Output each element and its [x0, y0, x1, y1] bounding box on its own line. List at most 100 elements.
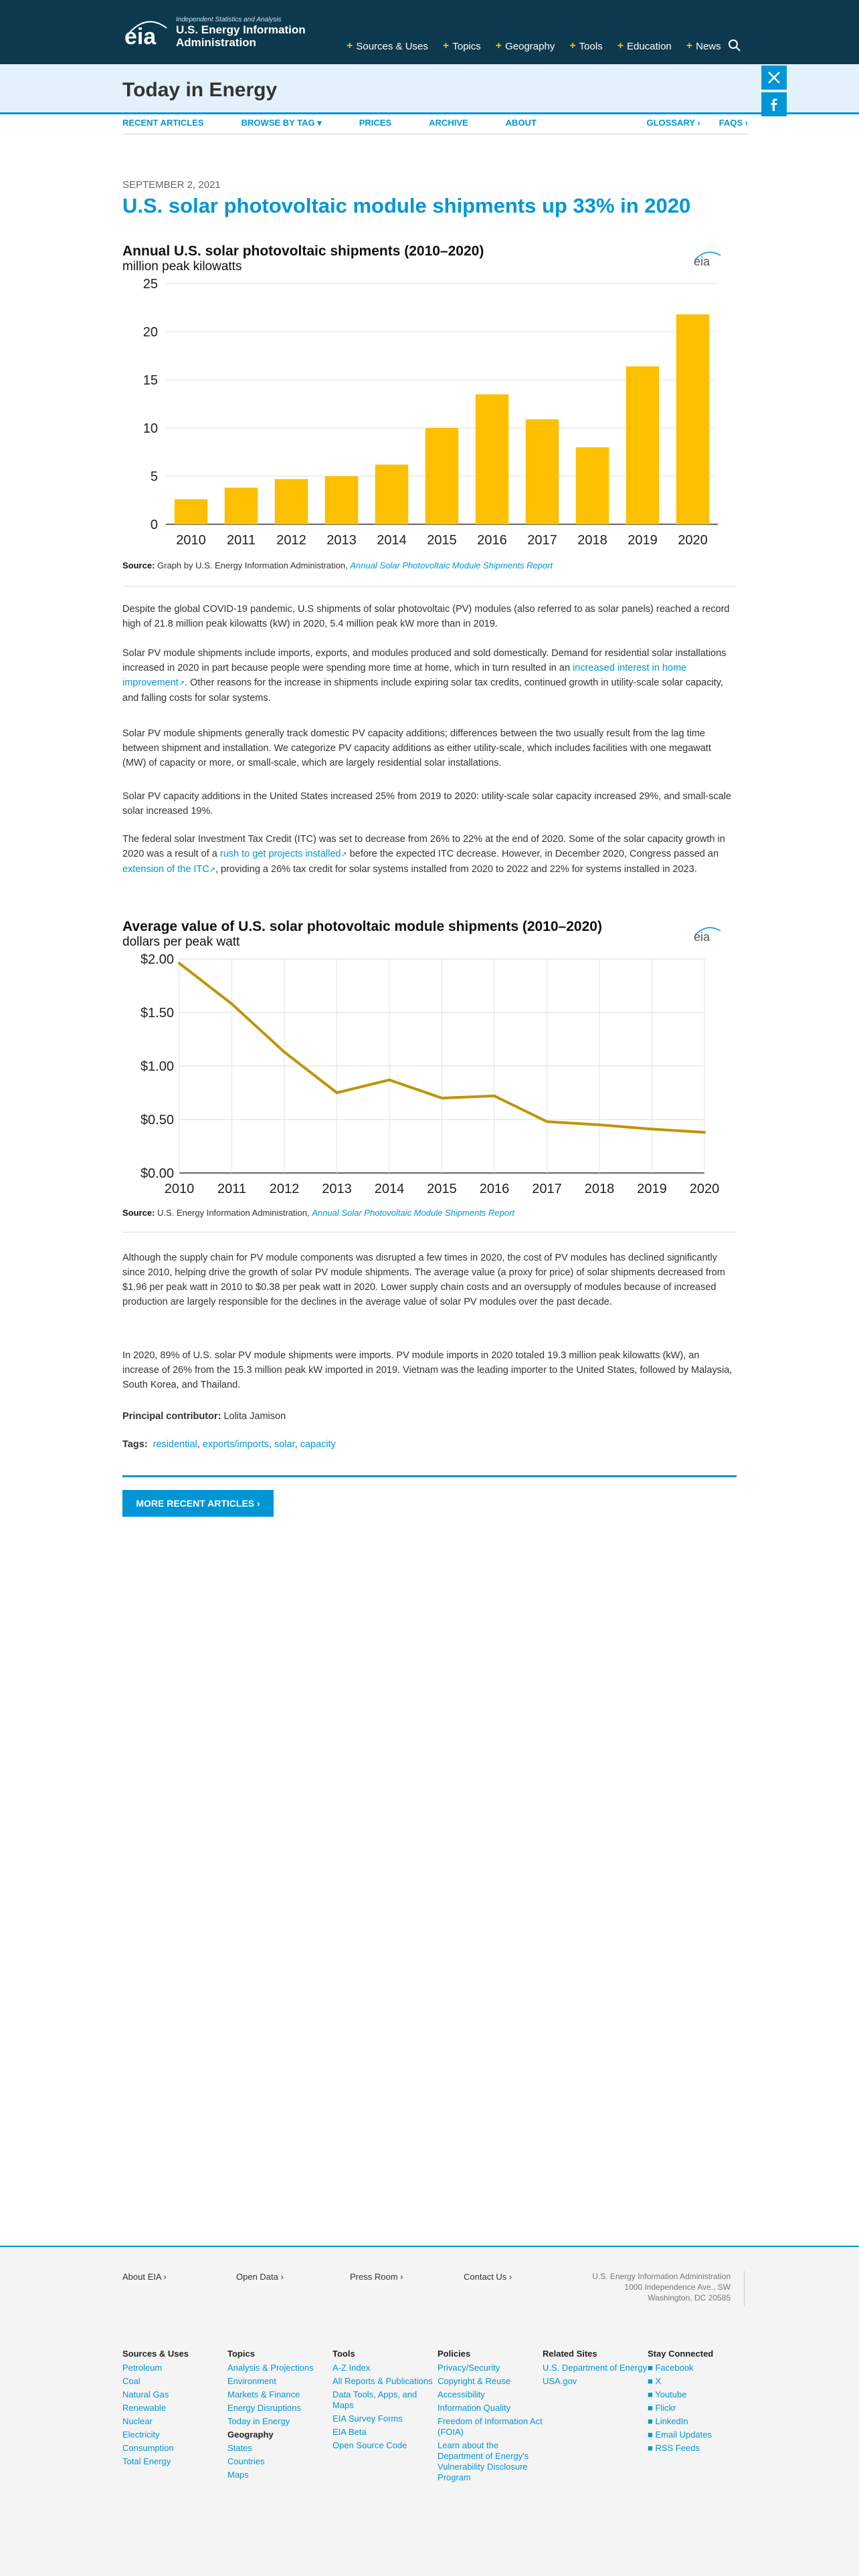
article-headline: U.S. solar photovoltaic module shipments… [122, 194, 691, 217]
x-tick-label: 2012 [270, 1182, 300, 1196]
eia-logo[interactable]: eia Independent Statistics and Analysis … [122, 15, 306, 50]
nav-tools[interactable]: + Tools [569, 40, 603, 52]
y-tick-label: 5 [151, 469, 158, 484]
more-recent-articles-button[interactable]: MORE RECENT ARTICLES › [122, 1490, 274, 1517]
x-tick-label: 2019 [628, 533, 658, 548]
subnav-browse-by-tag[interactable]: BROWSE BY TAG ▾ [241, 118, 322, 128]
footer-col-policies: Policies Privacy/Security Copyright & Re… [438, 2349, 543, 2482]
footer-link[interactable]: Freedom of Information Act (FOIA) [438, 2416, 543, 2437]
y-tick-label: $1.50 [140, 1006, 174, 1021]
footer-link[interactable]: Total Energy [122, 2456, 171, 2466]
x-tick-label: 2010 [165, 1182, 195, 1196]
subnav-about[interactable]: ABOUT [505, 118, 537, 128]
footer-link[interactable]: Information Quality [438, 2403, 511, 2413]
x-share-icon[interactable] [761, 66, 787, 90]
subnav-archive[interactable]: ARCHIVE [429, 118, 468, 128]
subnav-recent-articles[interactable]: RECENT ARTICLES [122, 118, 204, 128]
data-point-2020 [703, 1131, 706, 1134]
nav-geography[interactable]: + Geography [495, 40, 555, 52]
paragraph-7: In 2020, 89% of U.S. solar PV module shi… [122, 1350, 733, 1390]
search-icon[interactable] [728, 39, 741, 52]
x-tick-label: 2010 [176, 533, 206, 548]
footer-link[interactable]: USA.gov [543, 2376, 577, 2386]
tag-residential[interactable]: residential [153, 1439, 197, 1450]
footer-link[interactable]: States [227, 2443, 252, 2453]
footer-link[interactable]: Coal [122, 2376, 140, 2386]
x-link[interactable]: ■ X [648, 2376, 662, 2386]
nav-news[interactable]: + News [686, 40, 721, 52]
chart2-source: Source: U.S. Energy Information Administ… [122, 1208, 515, 1218]
y-tick-label: 20 [143, 325, 158, 340]
home-improvement-link[interactable]: increased interest in home improvement [122, 663, 687, 688]
footer-link[interactable]: EIA Survey Forms [332, 2413, 403, 2424]
tag-exports-imports[interactable]: exports/imports [202, 1439, 269, 1450]
y-tick-label: $1.00 [140, 1059, 174, 1074]
flickr-link[interactable]: ■ Flickr [648, 2403, 676, 2413]
y-tick-label: 25 [143, 277, 158, 292]
chart-title: Annual U.S. solar photovoltaic shipments… [122, 243, 484, 259]
footer-link[interactable]: Countries [227, 2456, 265, 2466]
flickr-icon: ■ [648, 2403, 656, 2413]
x-tick-label: 2013 [326, 533, 357, 548]
source-link[interactable]: Annual Solar Photovoltaic Module Shipmen… [312, 1208, 515, 1218]
bar-2018 [575, 447, 609, 524]
subnav-glossary[interactable]: GLOSSARY › [646, 118, 700, 128]
data-point-2017 [545, 1120, 549, 1123]
subnav-prices[interactable]: PRICES [359, 118, 392, 128]
footer-link[interactable]: Maps [227, 2470, 249, 2480]
data-point-2015 [440, 1097, 444, 1099]
footer-link[interactable]: Petroleum [122, 2363, 163, 2373]
footer-link[interactable]: Accessibility [438, 2389, 485, 2399]
footer-link[interactable]: EIA Beta [332, 2427, 367, 2437]
subnav-faqs[interactable]: FAQS › [719, 118, 748, 128]
footer-link[interactable]: Analysis & Projections [227, 2363, 314, 2373]
main-nav: + Sources & Uses + Topics + Geography + Tool… [347, 40, 721, 52]
footer-about-eia[interactable]: About EIA › [122, 2272, 167, 2282]
footer-open-data[interactable]: Open Data › [236, 2272, 284, 2282]
plus-icon: + [442, 40, 450, 51]
rss-link[interactable]: ■ RSS Feeds [648, 2443, 700, 2453]
logo-line1: U.S. Energy Information [176, 23, 306, 36]
facebook-share-icon[interactable] [761, 92, 787, 116]
bar-2012 [274, 479, 308, 524]
facebook-link[interactable]: ■ Facebook [648, 2363, 694, 2373]
facebook-icon: ■ [648, 2363, 656, 2373]
footer-link[interactable]: Renewable [122, 2403, 167, 2413]
tag-solar[interactable]: solar [274, 1439, 295, 1450]
linkedin-link[interactable]: ■ LinkedIn [648, 2416, 688, 2426]
top-header [0, 0, 859, 64]
footer-link[interactable]: Open Source Code [332, 2440, 407, 2450]
footer-link[interactable]: A-Z Index [332, 2363, 371, 2373]
y-tick-label: 0 [151, 518, 158, 532]
footer-link[interactable]: Natural Gas [122, 2389, 169, 2399]
footer-contact-us[interactable]: Contact Us › [464, 2272, 512, 2282]
email-updates-link[interactable]: ■ Email Updates [648, 2430, 712, 2440]
footer-link[interactable]: U.S. Department of Energy [543, 2363, 648, 2373]
footer-link[interactable]: Today in Energy [227, 2416, 290, 2426]
footer-link[interactable]: Privacy/Security [438, 2363, 500, 2373]
source-link[interactable]: Annual Solar Photovoltaic Module Shipmen… [350, 560, 553, 570]
footer-link[interactable]: Consumption [122, 2443, 174, 2453]
line-chart-plot: $0.00 $0.50 $1.00 $1.50 $2.00 2010 2011 2012 201… [140, 952, 719, 1196]
data-point-2013 [335, 1091, 339, 1094]
footer-link[interactable]: Copyright & Reuse [438, 2376, 511, 2386]
footer-link[interactable]: Nuclear [122, 2416, 153, 2426]
footer-link[interactable]: Energy Disruptions [227, 2403, 301, 2413]
nav-topics[interactable]: + Topics [442, 40, 481, 52]
footer-link[interactable]: Markets & Finance [227, 2389, 300, 2399]
nav-education[interactable]: + Education [617, 40, 672, 52]
youtube-link[interactable]: ■ Youtube [648, 2389, 687, 2399]
footer-link[interactable]: Environment [227, 2376, 276, 2386]
footer-link[interactable]: Learn about the Department of Energy's V… [438, 2440, 529, 2482]
itc-extension-link[interactable]: extension of the ITC [122, 864, 209, 875]
footer-link[interactable]: Data Tools, Apps, and Maps [332, 2389, 417, 2410]
average-value-chart: Average value of U.S. solar photovoltaic… [122, 919, 737, 1200]
rush-projects-link[interactable]: rush to get projects installed [219, 849, 341, 859]
y-tick-label: 15 [143, 373, 158, 388]
footer-link[interactable]: Electricity [122, 2430, 160, 2440]
tag-capacity[interactable]: capacity [300, 1439, 336, 1450]
footer-press-room[interactable]: Press Room › [350, 2272, 403, 2282]
x-tick-label: 2014 [377, 533, 407, 548]
footer-link[interactable]: All Reports & Publications [332, 2376, 433, 2386]
nav-sources-uses[interactable]: + Sources & Uses [347, 40, 428, 52]
